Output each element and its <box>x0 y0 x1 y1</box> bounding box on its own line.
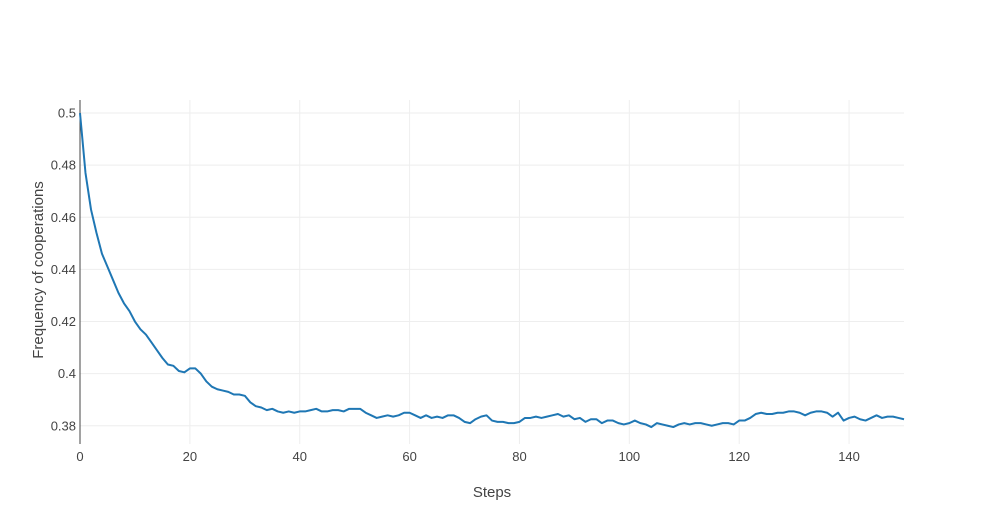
x-tick-label: 140 <box>838 449 860 464</box>
y-axis-title: Frequency of cooperations <box>30 181 47 359</box>
series-layer <box>79 112 905 429</box>
x-tick-label: 20 <box>183 449 197 464</box>
y-tick-label: 0.38 <box>51 418 76 433</box>
y-tick-label: 0.42 <box>51 314 76 329</box>
x-tick-label: 80 <box>512 449 526 464</box>
grid-lines <box>80 100 904 444</box>
tick-labels: 0 20 40 60 80 100 120 140 0.38 0.4 0.42 0.44 0.46 0.4… <box>51 106 860 464</box>
y-tick-label: 0.5 <box>58 106 76 121</box>
x-axis-title: Steps <box>473 484 511 501</box>
x-tick-label: 120 <box>728 449 750 464</box>
x-tick-label: 0 <box>76 449 83 464</box>
y-tick-label: 0.44 <box>51 262 76 277</box>
y-tick-label: 0.48 <box>51 158 76 173</box>
y-tick-label: 0.4 <box>58 366 76 381</box>
x-tick-label: 40 <box>292 449 306 464</box>
x-tick-label: 100 <box>618 449 640 464</box>
series-line <box>79 112 905 429</box>
x-tick-label: 60 <box>402 449 416 464</box>
y-tick-label: 0.46 <box>51 210 76 225</box>
